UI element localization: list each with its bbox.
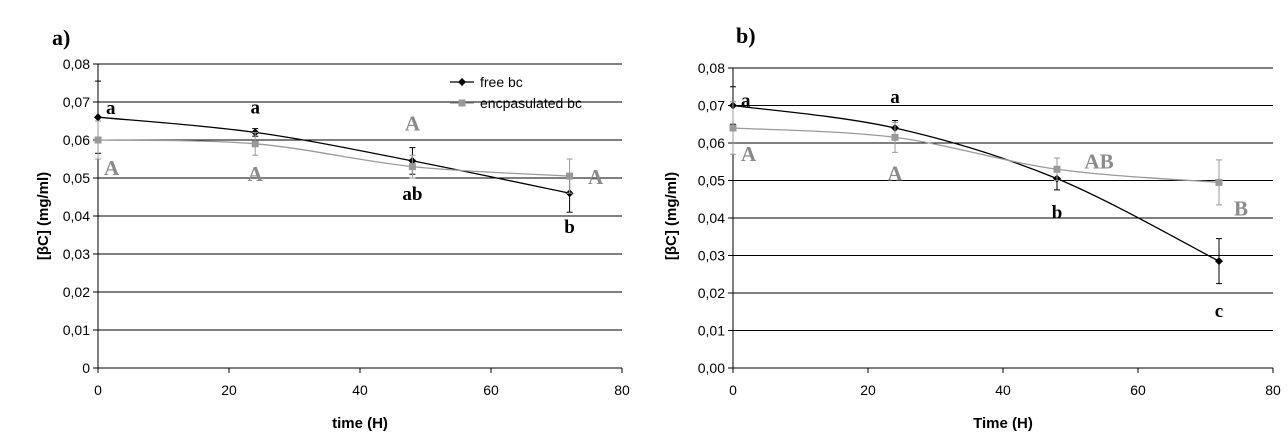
x-tick-label: 40 bbox=[995, 382, 1011, 398]
y-tick-label: 0,08 bbox=[698, 60, 725, 76]
y-tick-label: 0,01 bbox=[698, 323, 725, 339]
y-tick-label: 0,04 bbox=[63, 208, 90, 224]
y-tick-label: 0,02 bbox=[63, 284, 90, 300]
significance-label: a bbox=[250, 97, 260, 118]
data-point bbox=[1215, 178, 1223, 186]
significance-label: a bbox=[890, 87, 900, 108]
significance-label: B bbox=[1234, 196, 1248, 220]
legend-label: encpasulated bc bbox=[480, 95, 582, 111]
legend-label: free bc bbox=[480, 74, 523, 90]
y-tick-label: 0,07 bbox=[698, 98, 725, 114]
data-point bbox=[566, 172, 574, 180]
significance-label: A bbox=[588, 165, 604, 189]
data-point bbox=[1053, 165, 1061, 173]
x-tick-label: 80 bbox=[1265, 382, 1281, 398]
y-tick-label: 0,02 bbox=[698, 285, 725, 301]
series-line bbox=[732, 104, 1220, 262]
x-tick-label: 60 bbox=[483, 382, 499, 398]
series-line bbox=[97, 139, 570, 177]
significance-label: A bbox=[887, 161, 903, 185]
significance-label: a bbox=[106, 98, 116, 119]
significance-label: A bbox=[405, 112, 421, 136]
y-tick-label: 0,01 bbox=[63, 322, 90, 338]
y-axis-title: [βC] (mg/ml) bbox=[35, 172, 52, 260]
data-point bbox=[408, 163, 416, 171]
y-tick-label: 0,05 bbox=[698, 173, 725, 189]
significance-label: A bbox=[741, 142, 757, 166]
legend-marker bbox=[458, 78, 466, 86]
x-tick-label: 0 bbox=[94, 382, 102, 398]
y-tick-label: 0,06 bbox=[63, 132, 90, 148]
data-point bbox=[94, 136, 102, 144]
y-tick-label: 0,00 bbox=[698, 360, 725, 376]
series-free-bc: a a ab b bbox=[94, 80, 575, 238]
panel-label: a) bbox=[52, 25, 70, 50]
y-tick-label: 0 bbox=[82, 360, 90, 376]
y-tick-label: 0,04 bbox=[698, 210, 725, 226]
significance-label: ab bbox=[402, 184, 422, 205]
x-axis-title: time (H) bbox=[332, 415, 388, 432]
series-encpasulated-bc: A A AB B bbox=[729, 101, 1248, 220]
x-axis-title: Time (H) bbox=[973, 415, 1033, 432]
data-point bbox=[94, 113, 102, 122]
significance-label: b bbox=[1052, 203, 1063, 224]
significance-label: c bbox=[1215, 301, 1223, 322]
legend-marker bbox=[458, 99, 466, 107]
x-tick-label: 80 bbox=[614, 382, 630, 398]
significance-label: A bbox=[104, 156, 120, 180]
data-point bbox=[251, 140, 259, 148]
y-tick-label: 0,05 bbox=[63, 170, 90, 186]
y-axis-title: [βC] (mg/ml) bbox=[663, 172, 680, 260]
panel-label: b) bbox=[736, 23, 756, 48]
chart-panel-1: 0 0,01 0,02 0,03 0,04 0,05 0,06 0,07 0,08 0 20 40 60… bbox=[35, 25, 630, 432]
significance-label: b bbox=[564, 217, 575, 238]
y-tick-label: 0,07 bbox=[63, 94, 90, 110]
y-tick-label: 0,03 bbox=[63, 246, 90, 262]
series-line bbox=[732, 127, 1220, 184]
y-tick-label: 0,08 bbox=[63, 56, 90, 72]
data-point bbox=[729, 124, 737, 132]
x-tick-label: 20 bbox=[860, 382, 876, 398]
y-tick-label: 0,03 bbox=[698, 248, 725, 264]
y-tick-label: 0,06 bbox=[698, 135, 725, 151]
chart-panel-2: 0,00 0,01 0,02 0,03 0,04 0,05 0,06 0,07 0,08 0 20 4… bbox=[663, 23, 1281, 432]
significance-label: AB bbox=[1084, 149, 1113, 173]
significance-label: a bbox=[741, 91, 751, 112]
significance-label: A bbox=[248, 162, 264, 186]
series-encpasulated-bc: A A A A bbox=[94, 112, 604, 194]
series-free-bc: a a b c bbox=[729, 86, 1223, 322]
x-tick-label: 40 bbox=[352, 382, 368, 398]
x-tick-label: 0 bbox=[729, 382, 737, 398]
legend: free bc encpasulated bc bbox=[450, 74, 582, 111]
x-tick-label: 20 bbox=[221, 382, 237, 398]
data-point bbox=[891, 133, 899, 141]
series-line bbox=[97, 116, 570, 194]
x-tick-label: 60 bbox=[1130, 382, 1146, 398]
data-point bbox=[1215, 257, 1223, 266]
